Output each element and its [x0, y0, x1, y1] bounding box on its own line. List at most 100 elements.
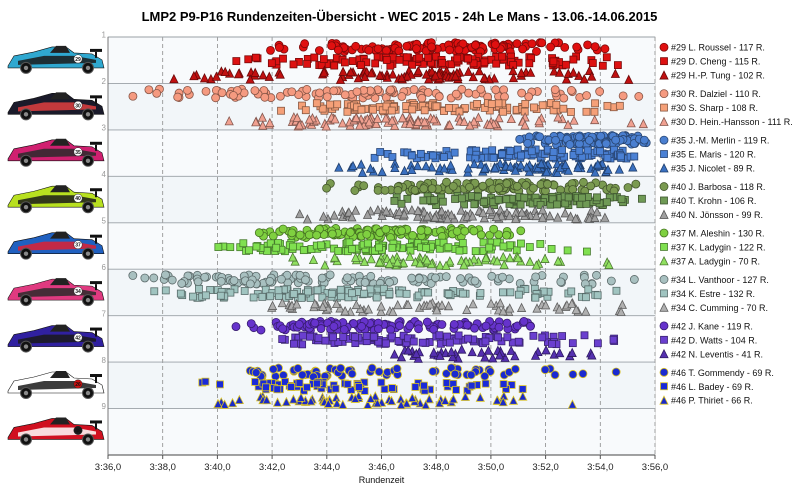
lap-point [275, 69, 285, 79]
lap-point [604, 259, 614, 269]
lap-point [254, 228, 264, 238]
lap-point [371, 118, 381, 129]
legend-label: #30 D. Hein.-Hansson - 111 R. [671, 117, 793, 127]
lap-point [454, 331, 463, 340]
lap-point [504, 210, 515, 221]
lap-point [388, 153, 397, 161]
lap-point [583, 247, 591, 256]
lap-point [628, 162, 638, 172]
car-cockpit [50, 138, 70, 146]
lap-point [413, 205, 423, 215]
lap-point [427, 42, 436, 52]
lap-point [393, 299, 403, 310]
lap-point [530, 350, 541, 360]
lap-point [593, 339, 602, 348]
lap-point [252, 242, 261, 251]
lap-point [525, 59, 534, 68]
lap-point [531, 210, 541, 221]
car-wing [90, 141, 102, 145]
chart-title: LMP2 P9-P16 Rundenzeiten-Übersicht - WEC… [141, 9, 658, 24]
lap-point [571, 213, 581, 223]
lap-point [355, 383, 363, 391]
lap-point [350, 252, 361, 262]
lap-point [277, 297, 287, 308]
lap-point [623, 183, 633, 192]
lap-point [480, 163, 490, 173]
lap-point [445, 256, 455, 266]
lap-point [626, 117, 636, 128]
lap-point [251, 368, 261, 378]
lap-point [485, 243, 494, 252]
lap-point [265, 117, 275, 128]
lap-point [590, 167, 600, 177]
lap-point [469, 59, 478, 68]
lap-point [569, 115, 579, 125]
lap-point [310, 318, 320, 328]
lap-point [350, 205, 361, 215]
legend-marker [660, 103, 668, 112]
car-image: 26 [7, 371, 105, 400]
lap-point [583, 146, 592, 155]
lap-point [295, 379, 304, 387]
lap-point [479, 212, 490, 223]
y-tick-label: 3 [102, 124, 107, 133]
lap-point [183, 85, 192, 95]
lap-point [297, 370, 307, 380]
lap-point [483, 345, 494, 355]
lap-point [503, 333, 512, 342]
lap-point [460, 226, 470, 236]
legend-marker [659, 348, 669, 359]
lap-point [545, 210, 555, 221]
lap-point [350, 393, 360, 403]
legend-label: #46 T. Gommendy - 69 R. [671, 368, 774, 378]
lap-point [249, 293, 258, 302]
lap-point [310, 298, 320, 309]
lap-point [394, 337, 403, 345]
lap-point [450, 148, 459, 157]
lap-point [336, 285, 345, 294]
lap-point [360, 71, 370, 82]
lap-point [333, 100, 342, 109]
lap-point [596, 131, 606, 141]
lap-point [512, 39, 522, 49]
lap-point [385, 277, 394, 287]
car-number: 35 [75, 150, 81, 156]
lap-point [537, 212, 548, 222]
lap-point [600, 212, 610, 222]
car-cockpit [50, 371, 70, 379]
legend-label: #35 J. Nicolet - 89 R. [671, 163, 755, 173]
lap-point [494, 333, 502, 342]
lap-point [362, 332, 371, 340]
lap-point [450, 71, 461, 81]
lap-point [220, 66, 230, 76]
lap-point [306, 332, 314, 341]
lap-point [476, 347, 487, 357]
lap-point [448, 351, 458, 362]
lap-point [167, 275, 177, 285]
lap-point [329, 210, 339, 220]
x-tick-label: 3:38,0 [149, 462, 175, 473]
lap-point [512, 181, 522, 191]
lap-point [297, 293, 306, 302]
lap-point [518, 391, 528, 401]
lap-point [578, 369, 588, 379]
car-cockpit [50, 185, 70, 193]
x-tick-label: 3:50,0 [478, 462, 504, 473]
lap-point [568, 339, 577, 348]
lap-point [288, 394, 299, 404]
lap-point [462, 304, 472, 314]
lap-point [377, 378, 386, 387]
lap-point [388, 306, 398, 316]
lap-point [408, 105, 417, 114]
lap-point [610, 68, 621, 78]
lap-point [367, 363, 377, 373]
lap-point [233, 68, 244, 79]
lap-point [402, 41, 412, 51]
car-wing [90, 234, 102, 238]
lap-point [348, 245, 356, 253]
lap-point [370, 153, 379, 162]
lap-point [355, 120, 365, 130]
lap-point [240, 287, 249, 295]
lap-point [295, 230, 305, 240]
car-cockpit [50, 417, 70, 425]
